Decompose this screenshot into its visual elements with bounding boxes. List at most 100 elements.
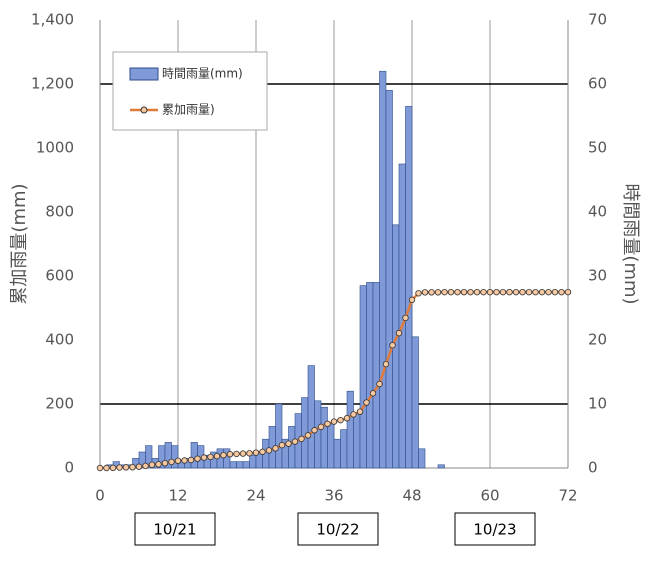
marker — [390, 342, 396, 348]
marker — [546, 289, 552, 295]
marker — [474, 289, 480, 295]
marker — [552, 289, 558, 295]
bar — [438, 465, 445, 468]
marker — [416, 290, 422, 296]
bar — [412, 337, 419, 468]
x-tick-label: 24 — [246, 487, 265, 505]
marker — [422, 290, 428, 296]
y2-tick-label: 20 — [588, 331, 607, 349]
marker — [312, 427, 318, 433]
marker — [208, 454, 214, 460]
marker — [487, 289, 493, 295]
bar — [334, 439, 341, 468]
marker — [299, 436, 305, 442]
bar — [276, 404, 283, 468]
bar — [315, 401, 322, 468]
marker — [383, 361, 389, 367]
marker — [305, 433, 311, 439]
y-tick-label: 1000 — [36, 139, 74, 157]
marker — [461, 289, 467, 295]
marker — [520, 289, 526, 295]
marker — [130, 464, 136, 470]
bar — [237, 462, 244, 468]
x-tick-label: 48 — [402, 487, 421, 505]
bar — [230, 462, 237, 468]
legend-marker — [141, 107, 147, 113]
y-tick-label: 1,400 — [31, 11, 74, 29]
legend-label: 時間雨量(mm) — [162, 67, 243, 81]
y-tick-label: 600 — [45, 267, 74, 285]
bar — [341, 430, 348, 468]
marker — [331, 419, 337, 425]
marker — [227, 451, 233, 457]
marker — [325, 421, 331, 427]
marker — [513, 289, 519, 295]
marker — [117, 465, 123, 471]
bar — [373, 282, 380, 468]
y-tick-label: 400 — [45, 331, 74, 349]
marker — [273, 446, 279, 452]
bar — [419, 449, 426, 468]
x-tick-label: 36 — [324, 487, 343, 505]
marker — [455, 289, 461, 295]
date-label: 10/21 — [153, 521, 196, 539]
marker — [182, 458, 188, 464]
marker — [169, 459, 175, 465]
marker — [338, 417, 344, 423]
bar — [243, 462, 250, 468]
marker — [240, 451, 246, 457]
marker — [351, 412, 357, 418]
marker — [247, 450, 253, 456]
y2-axis-label: 時間雨量(mm) — [620, 183, 641, 304]
marker — [266, 448, 272, 454]
y2-tick-label: 40 — [588, 203, 607, 221]
bar — [308, 366, 315, 468]
bar — [250, 455, 257, 468]
bar — [380, 71, 387, 468]
y-tick-label: 0 — [64, 459, 74, 477]
chart: 累加雨量(mm) 時間雨量(mm) 0122436486072020040060… — [0, 0, 645, 558]
bar — [347, 391, 354, 468]
marker — [260, 449, 266, 455]
marker — [435, 290, 441, 296]
legend-swatch — [130, 68, 158, 80]
marker — [149, 462, 155, 468]
y2-tick-label: 30 — [588, 267, 607, 285]
marker — [318, 424, 324, 430]
marker — [396, 330, 402, 336]
date-label: 10/22 — [316, 521, 359, 539]
y-tick-label: 800 — [45, 203, 74, 221]
marker — [357, 409, 363, 415]
marker — [214, 453, 220, 459]
marker — [559, 289, 565, 295]
marker — [234, 451, 240, 457]
marker — [253, 450, 259, 456]
marker — [429, 290, 435, 296]
marker — [565, 289, 571, 295]
marker — [136, 464, 142, 470]
marker — [162, 460, 168, 466]
legend-label: 累加雨量) — [162, 103, 215, 117]
marker — [403, 315, 409, 321]
marker — [409, 297, 415, 303]
y2-tick-label: 60 — [588, 75, 607, 93]
marker — [481, 289, 487, 295]
y-tick-label: 1,200 — [31, 75, 74, 93]
bar — [354, 414, 361, 468]
marker — [110, 465, 116, 471]
bar — [321, 407, 328, 468]
marker — [143, 463, 149, 469]
marker — [533, 289, 539, 295]
bar — [289, 426, 296, 468]
y2-tick-label: 10 — [588, 395, 607, 413]
marker — [494, 289, 500, 295]
bar — [360, 286, 367, 468]
marker — [201, 455, 207, 461]
marker — [507, 289, 513, 295]
marker — [526, 289, 532, 295]
marker — [468, 289, 474, 295]
legend-box — [113, 52, 267, 130]
marker — [279, 442, 285, 448]
marker — [377, 381, 383, 387]
marker — [448, 289, 454, 295]
